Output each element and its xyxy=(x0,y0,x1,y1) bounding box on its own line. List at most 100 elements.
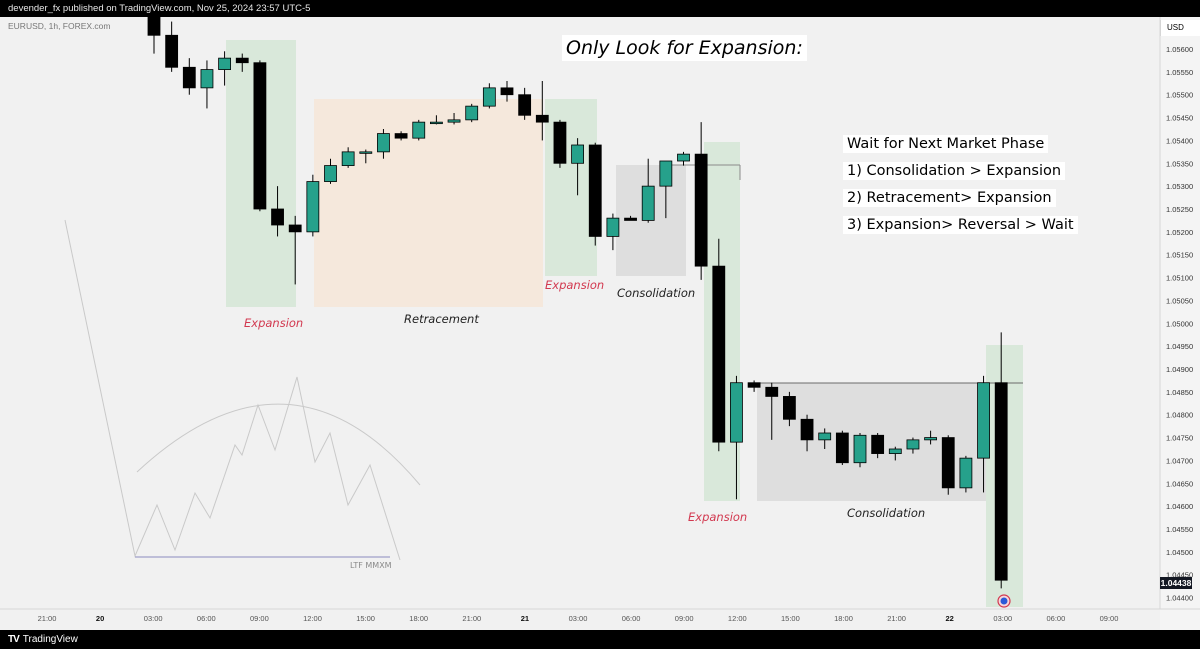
candle xyxy=(906,437,920,454)
candle xyxy=(147,16,161,54)
tradingview-brand[interactable]: TradingView xyxy=(22,634,78,645)
candle-body-bull xyxy=(959,457,973,489)
candle-body-bear xyxy=(518,94,532,116)
candle-body-bull xyxy=(906,439,920,450)
candle xyxy=(341,147,355,168)
candle-body-bear xyxy=(535,114,549,123)
time-tick-label: 06:00 xyxy=(197,614,216,623)
candle xyxy=(818,428,832,449)
candle-body-bull xyxy=(677,153,690,162)
price-tick-label: 1.04650 xyxy=(1166,479,1193,488)
mmxm-sketch xyxy=(64,219,421,561)
time-tick-label: 15:00 xyxy=(781,614,800,623)
price-tick-label: 1.05100 xyxy=(1166,274,1193,283)
candle-body-bear xyxy=(783,396,796,420)
price-tick-label: 1.05150 xyxy=(1166,251,1193,260)
currency-label[interactable]: USD xyxy=(1160,20,1200,36)
candle xyxy=(377,129,390,159)
price-tick-label: 1.05500 xyxy=(1166,91,1193,100)
footer-bar: TV TradingView xyxy=(0,630,1200,649)
candle xyxy=(412,119,426,141)
candle xyxy=(324,158,337,184)
candle-body-bear xyxy=(288,224,302,233)
candle-body-bull xyxy=(429,121,443,125)
candle-body-bear xyxy=(941,437,955,489)
candle xyxy=(553,119,567,168)
phase-item-2: 2) Retracement> Expansion xyxy=(843,189,1056,207)
price-tick-label: 1.04850 xyxy=(1166,388,1193,397)
candle xyxy=(783,391,796,427)
candle-body-bear xyxy=(500,87,514,96)
price-tick-label: 1.05200 xyxy=(1166,228,1193,237)
candle xyxy=(871,433,885,459)
candle-body-bull xyxy=(659,160,673,187)
candle xyxy=(677,151,690,166)
time-tick-label: 12:00 xyxy=(303,614,322,623)
candle xyxy=(288,215,302,285)
price-tick-label: 1.04550 xyxy=(1166,525,1193,534)
time-tick-label: 09:00 xyxy=(250,614,269,623)
candle-body-bull xyxy=(924,437,937,441)
label-expansion-3: Expansion xyxy=(688,510,748,524)
candle-body-bear xyxy=(588,144,602,237)
tradingview-logo[interactable]: TV xyxy=(8,634,20,645)
candle-body-bull xyxy=(324,165,337,182)
price-tick-label: 1.05550 xyxy=(1166,68,1193,77)
candle-body-bear xyxy=(871,434,885,454)
price-tick-label: 1.05600 xyxy=(1166,45,1193,54)
price-tick-label: 1.05400 xyxy=(1166,136,1193,145)
published-text: devender_fx published on TradingView.com… xyxy=(8,3,311,14)
price-axis[interactable]: 1.05600 1.05550 1.05500 1.05450 1.05400 1.053… xyxy=(1166,45,1193,603)
price-tick-label: 1.04400 xyxy=(1166,594,1193,603)
candle-body-bull xyxy=(641,185,655,221)
candle xyxy=(588,142,602,246)
candle-body-bear xyxy=(747,382,761,388)
candle xyxy=(306,174,320,237)
price-tick-label: 1.04950 xyxy=(1166,342,1193,351)
candle xyxy=(271,186,284,237)
candle xyxy=(235,53,249,72)
phase-header: Wait for Next Market Phase xyxy=(843,135,1049,153)
candle xyxy=(641,158,655,223)
candle-body-bear xyxy=(253,62,267,210)
candles-layer xyxy=(147,16,1008,589)
candle xyxy=(924,430,937,445)
candle xyxy=(977,375,990,493)
time-tick-label: 06:00 xyxy=(622,614,641,623)
candle-body-bear xyxy=(694,153,708,267)
candle-body-bear xyxy=(553,121,567,164)
candle xyxy=(359,149,373,164)
label-retracement: Retracement xyxy=(404,312,479,326)
time-tick-label: 09:00 xyxy=(675,614,694,623)
current-price-marker[interactable] xyxy=(997,594,1011,608)
time-tick-label: 03:00 xyxy=(569,614,588,623)
time-axis[interactable]: 21:00 20 03:00 06:00 09:00 12:00 15:00 18:00 21:… xyxy=(38,614,1119,623)
time-tick-label: 21:00 xyxy=(38,614,57,623)
symbol-label[interactable]: EURUSD, 1h, FOREX.com xyxy=(8,21,111,31)
candle-body-bear xyxy=(182,66,196,89)
marker-dot xyxy=(1000,597,1008,605)
candle-body-bull xyxy=(218,57,232,70)
label-expansion-2: Expansion xyxy=(545,278,605,292)
candle-body-bear xyxy=(271,208,284,226)
candle-body-bull xyxy=(341,151,355,166)
candle-body-bull xyxy=(853,434,867,464)
candle xyxy=(659,160,673,219)
candle xyxy=(535,81,549,141)
candle-body-bear xyxy=(165,34,179,68)
candle-body-bull xyxy=(606,217,620,237)
price-axis-bg xyxy=(1160,17,1200,630)
price-tick-label: 1.05300 xyxy=(1166,182,1193,191)
candle-body-bull xyxy=(447,119,461,123)
candle-body-bear xyxy=(394,133,408,139)
candle-body-bull xyxy=(977,382,990,459)
candle xyxy=(624,215,637,221)
retracement-zone xyxy=(314,99,543,307)
candle xyxy=(482,83,496,109)
candle xyxy=(465,103,479,123)
candle xyxy=(941,435,955,495)
candle xyxy=(765,382,779,440)
candle-body-bull xyxy=(482,87,496,107)
time-tick-label: 22 xyxy=(946,614,954,623)
